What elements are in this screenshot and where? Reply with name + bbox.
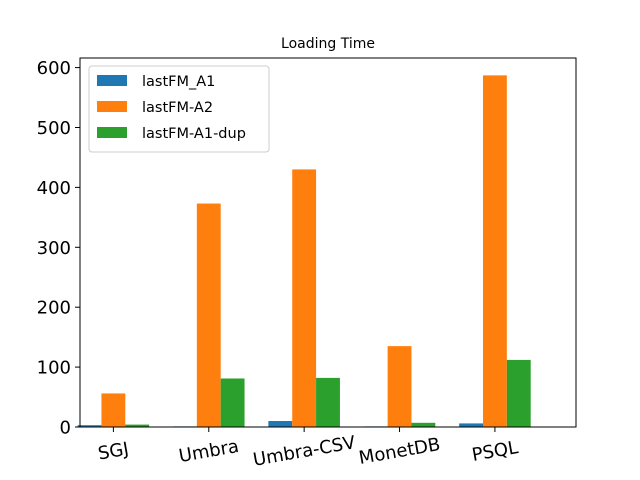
bar-lastfm-a2-monetdb	[387, 346, 412, 427]
plot-frame	[79, 57, 577, 428]
y-tick-label: 300	[37, 238, 71, 259]
bar-lastfm-a1-sgj	[77, 425, 102, 427]
legend-swatch	[97, 101, 127, 112]
bar-lastfm-a1-umbra-csv	[268, 421, 293, 427]
y-tick-label: 0	[60, 418, 71, 439]
bar-lastfm-a2-umbra	[196, 203, 221, 427]
bars-group	[77, 75, 531, 428]
legend-label: lastFM_A1	[142, 74, 215, 90]
legend-box	[88, 65, 270, 153]
y-tick-label: 500	[37, 118, 71, 139]
legend-label: lastFM-A2	[142, 100, 213, 116]
bar-lastfm-a1-dup-sgj	[125, 424, 150, 427]
y-tick-label: 100	[37, 358, 71, 379]
bar-lastfm-a2-psql	[483, 75, 507, 428]
bar-lastfm-a2-sgj	[101, 393, 126, 427]
legend-label: lastFM-A1-dup	[142, 126, 246, 142]
chart-title: Loading Time	[281, 36, 375, 52]
x-tick-label-sgj: SGJ	[97, 438, 131, 464]
legend-swatch	[97, 75, 127, 86]
y-tick-label: 200	[37, 298, 71, 319]
bar-lastfm-a1-dup-psql	[506, 359, 531, 427]
bar-lastfm-a1-dup-monetdb	[411, 422, 436, 427]
bar-lastfm-a1-dup-umbra	[220, 378, 245, 427]
bar-lastfm-a2-umbra-csv	[292, 169, 317, 428]
y-tick-label: 600	[37, 58, 71, 79]
legend: lastFM_A1 lastFM-A2 lastFM-A1-dup	[88, 65, 270, 153]
legend-swatch	[97, 127, 127, 138]
bar-lastfm-a1-dup-umbra-csv	[316, 377, 340, 427]
y-tick-label: 400	[37, 178, 71, 199]
bar-lastfm-a1-psql	[459, 423, 483, 427]
